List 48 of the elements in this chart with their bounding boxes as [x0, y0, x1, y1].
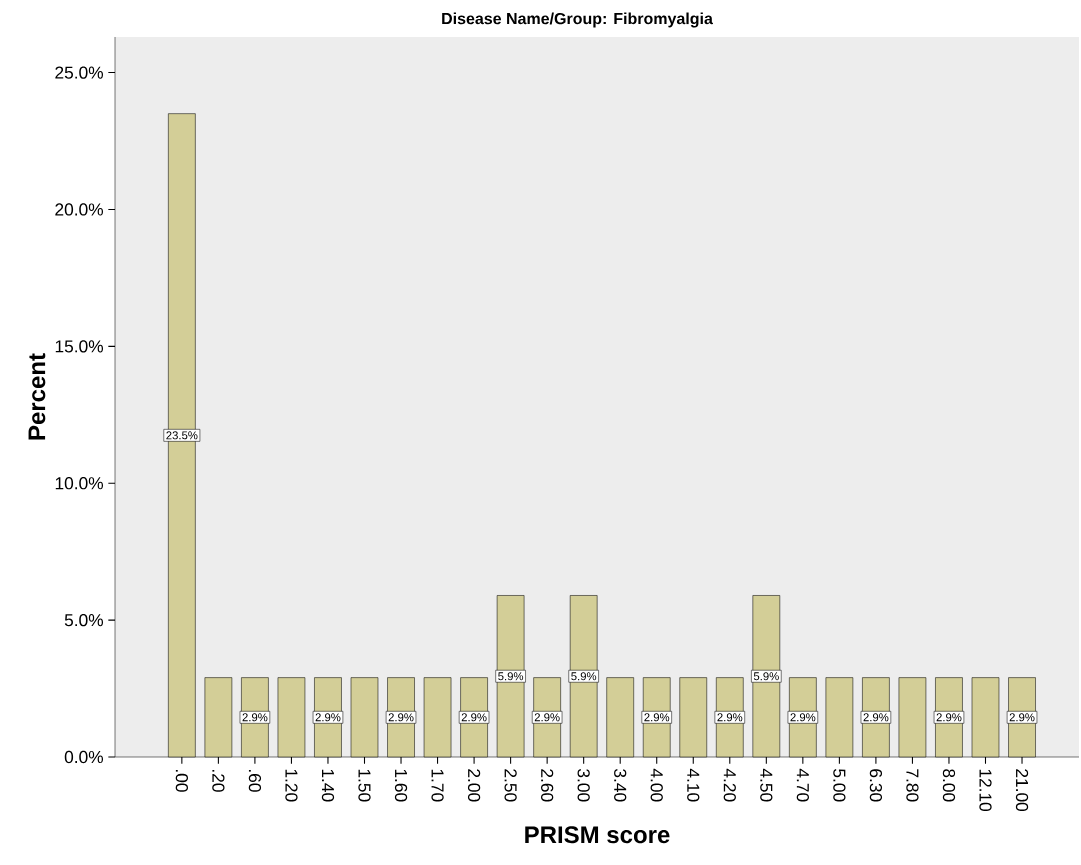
y-tick-label: 5.0%	[64, 613, 104, 627]
data-label: 2.9%	[534, 713, 560, 722]
chart-title: Disease Name/Group: Fibromyalgia	[442, 12, 713, 28]
data-label: 5.9%	[571, 672, 597, 681]
x-tick-label: 3.00	[577, 769, 590, 802]
x-tick-label: 1.60	[394, 769, 408, 802]
x-tick-label: .00	[175, 769, 188, 792]
x-tick-label: 2.50	[504, 769, 517, 802]
data-label: 2.9%	[717, 713, 743, 722]
x-tick-label: 7.80	[906, 769, 919, 802]
x-tick-label: 1.20	[285, 769, 298, 802]
data-label: 2.9%	[315, 713, 341, 722]
x-tick-label: .20	[212, 769, 225, 792]
data-label: 2.9%	[936, 713, 962, 722]
data-label: 2.9%	[644, 713, 670, 722]
x-tick-label: 12.10	[979, 769, 992, 812]
y-tick-label: 15.0%	[55, 340, 104, 353]
x-tick-label: 4.70	[796, 768, 809, 802]
y-tick-label: 25.0%	[55, 66, 104, 79]
x-tick-label: 3.40	[614, 769, 627, 802]
y-axis-title: Percent	[28, 353, 46, 440]
x-tick-label: 1.50	[358, 769, 371, 802]
data-label: 23.5%	[166, 431, 198, 440]
x-tick-label: 6.30	[869, 769, 883, 802]
x-tick-label: 4.10	[687, 768, 700, 802]
data-label: 5.9%	[498, 672, 524, 681]
data-label: 2.9%	[242, 713, 268, 722]
x-tick-label: 5.00	[833, 769, 846, 802]
x-tick-label: 2.60	[541, 769, 554, 802]
data-label: 2.9%	[863, 713, 889, 722]
x-tick-label: 1.70	[431, 769, 444, 802]
data-label: 2.9%	[790, 713, 816, 722]
data-label: 5.9%	[753, 672, 779, 681]
y-tick-label: 0.0%	[64, 750, 104, 764]
x-tick-label: 4.00	[650, 768, 663, 802]
y-tick-label: 20.0%	[55, 203, 104, 216]
x-axis-title: PRISM score	[525, 826, 670, 844]
x-tick-label: 2.00	[467, 769, 481, 802]
data-label: 2.9%	[388, 713, 414, 722]
x-tick-label: 4.50	[760, 768, 773, 802]
x-tick-label: 4.20	[723, 768, 736, 802]
data-label: 2.9%	[461, 713, 487, 722]
x-tick-label: 1.40	[321, 769, 335, 802]
x-tick-label: 8.00	[942, 769, 956, 802]
y-tick-label: 10.0%	[55, 477, 104, 490]
x-tick-label: 21.00	[1015, 769, 1029, 812]
x-tick-label: .60	[248, 769, 262, 792]
data-label: 2.9%	[1009, 713, 1035, 722]
